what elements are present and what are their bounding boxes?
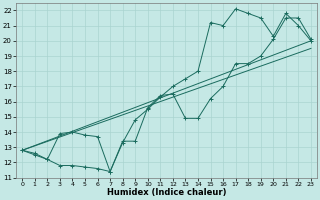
X-axis label: Humidex (Indice chaleur): Humidex (Indice chaleur) <box>107 188 226 197</box>
